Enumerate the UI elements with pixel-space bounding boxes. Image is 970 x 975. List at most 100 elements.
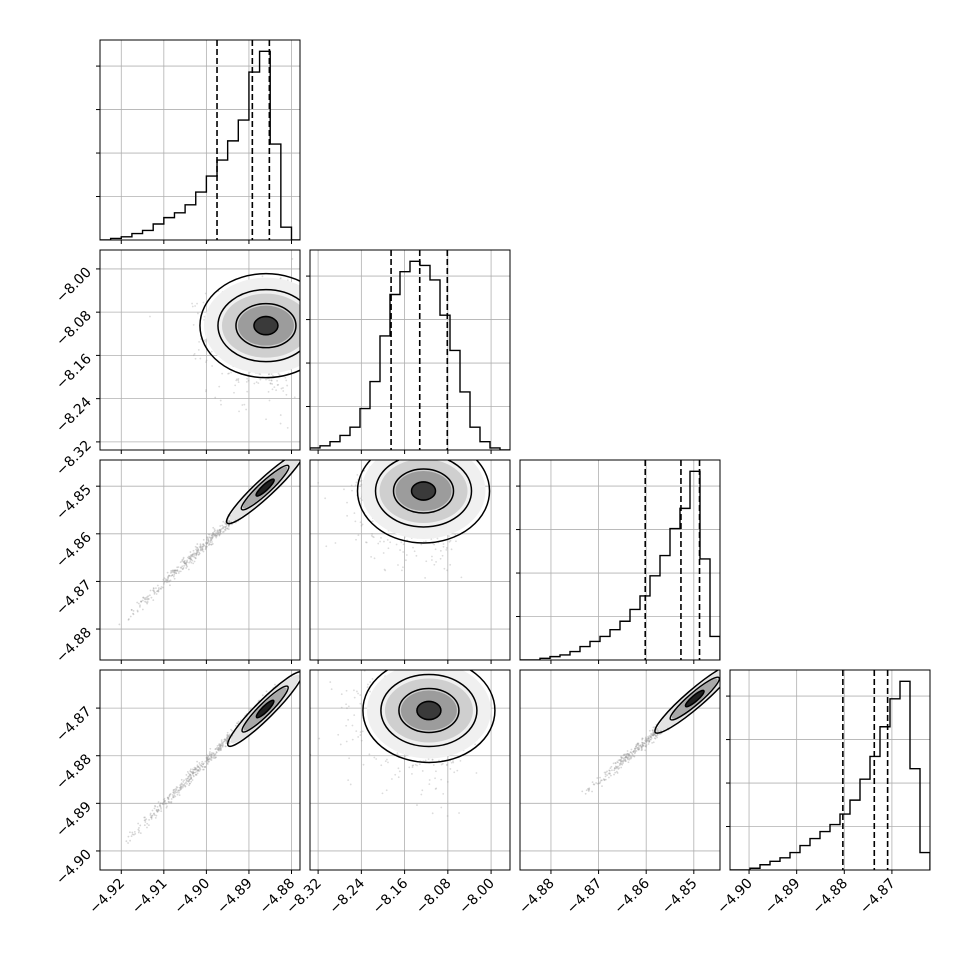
tick-label-y: −4.88 (53, 751, 95, 793)
sample-point (429, 779, 431, 781)
sample-point (446, 547, 448, 549)
sample-point (129, 831, 131, 833)
sample-point (171, 798, 173, 800)
sample-point (138, 603, 140, 605)
panel-1-1 (306, 250, 510, 454)
sample-point (144, 824, 146, 826)
sample-point (134, 831, 136, 833)
sample-point (359, 498, 361, 500)
sample-point (440, 550, 442, 552)
sample-point (188, 776, 190, 778)
sample-point (195, 358, 197, 360)
sample-point (401, 569, 403, 571)
sample-point (443, 546, 445, 548)
sample-point (372, 520, 374, 522)
sample-point (165, 578, 167, 580)
sample-point (196, 550, 198, 552)
sample-point (215, 537, 217, 539)
sample-point (402, 566, 404, 568)
sample-point (617, 761, 619, 763)
sample-point (167, 572, 169, 574)
sample-point (216, 751, 218, 753)
sample-point (167, 578, 169, 580)
sample-point (614, 767, 616, 769)
sample-point (196, 774, 198, 776)
sample-point (411, 773, 413, 775)
sample-point (220, 400, 222, 402)
tick-label-y: −4.88 (53, 625, 95, 667)
sample-point (190, 771, 192, 773)
sample-point (355, 730, 357, 732)
sample-point (193, 775, 195, 777)
sample-point (238, 381, 240, 383)
sample-point (214, 748, 216, 750)
sample-point (404, 756, 406, 758)
sample-point (354, 512, 356, 514)
sample-point (416, 804, 418, 806)
sample-point (206, 757, 208, 759)
sample-point (274, 684, 276, 686)
sample-point (205, 391, 207, 393)
sample-point (204, 766, 206, 768)
tick-label-y: −4.90 (53, 846, 95, 888)
sample-point (360, 484, 362, 486)
sample-point (433, 564, 435, 566)
sample-point (225, 526, 227, 528)
sample-point (460, 576, 462, 578)
sample-point (345, 703, 347, 705)
sample-point (394, 774, 396, 776)
tick-label-y: −8.08 (53, 308, 95, 350)
density-core (200, 274, 332, 378)
sample-point (155, 817, 157, 819)
sample-point (403, 543, 405, 545)
sample-point (375, 758, 377, 760)
sample-point (178, 792, 180, 794)
sample-point (214, 757, 216, 759)
sample-point (442, 793, 444, 795)
sample-point (230, 729, 232, 731)
sample-point (246, 378, 248, 380)
sample-point (397, 752, 399, 754)
sample-point (643, 742, 645, 744)
sample-point (646, 744, 648, 746)
sample-point (203, 539, 205, 541)
sample-point (628, 759, 630, 761)
sample-point (608, 777, 610, 779)
sample-point (191, 303, 193, 305)
sample-point (151, 816, 153, 818)
sample-point (208, 533, 210, 535)
sample-point (193, 772, 195, 774)
sample-point (224, 522, 226, 524)
sample-point (195, 546, 197, 548)
sample-point (444, 666, 446, 668)
sample-point (188, 780, 190, 782)
sample-point (279, 374, 281, 376)
sample-point (301, 326, 303, 328)
sample-point (384, 569, 386, 571)
sample-point (599, 777, 601, 779)
sample-point (380, 537, 382, 539)
sample-point (616, 766, 618, 768)
sample-point (286, 385, 288, 387)
sample-point (207, 762, 209, 764)
sample-point (189, 560, 191, 562)
sample-point (368, 753, 370, 755)
sample-point (227, 732, 229, 734)
sample-point (302, 322, 304, 324)
sample-point (441, 764, 443, 766)
sample-point (220, 747, 222, 749)
sample-point (184, 786, 186, 788)
sample-point (137, 610, 139, 612)
sample-point (155, 815, 157, 817)
sample-point (605, 773, 607, 775)
sample-point (271, 383, 273, 385)
sample-point (620, 767, 622, 769)
panel-2-0: −4.88−4.87−4.86−4.85 (53, 446, 309, 667)
sample-point (262, 694, 264, 696)
sample-point (400, 541, 402, 543)
sample-point (373, 757, 375, 759)
sample-point (144, 816, 146, 818)
sample-point (268, 379, 270, 381)
sample-point (399, 770, 401, 772)
sample-point (156, 809, 158, 811)
